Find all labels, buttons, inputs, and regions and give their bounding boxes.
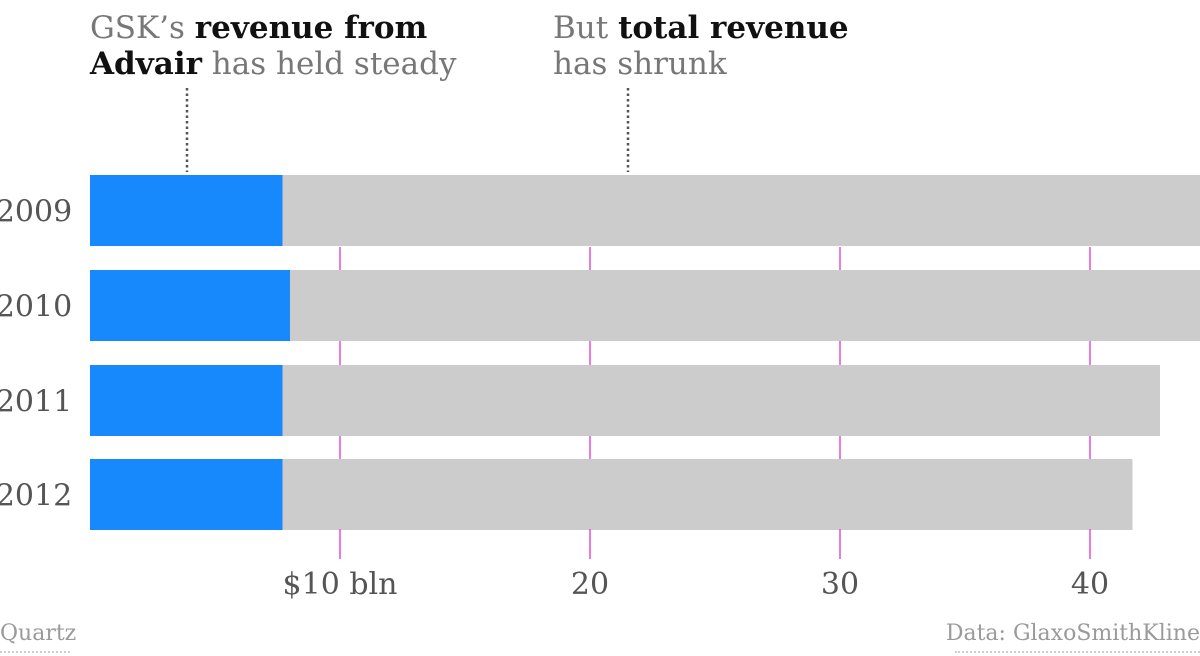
x-tick-label-10: $10 bln [283,567,398,602]
bar-total-2012 [282,459,1133,530]
annotation-total-post: has shrunk [553,46,727,82]
annotation-total: But total revenue has shrunk [553,10,849,82]
bar-advair-2012 [90,459,283,530]
grid-layer [339,247,1091,559]
source-left: Quartz [0,621,77,646]
bar-advair-2011 [90,365,283,436]
annotation-advair-bold2: Advair [90,46,202,82]
annotation-leaders [185,88,630,172]
footer-divider-right [955,651,1200,653]
annotation-advair-pre: GSK’s [90,10,195,46]
annotation-advair: GSK’s revenue from Advair has held stead… [90,10,456,82]
bars-layer [90,175,1200,530]
year-label-2009: 2009 [0,195,72,230]
bar-total-2010 [290,270,1200,341]
bar-advair-2010 [90,270,290,341]
footer-divider-left [0,651,70,653]
annotation-advair-bold: revenue from [194,10,428,46]
x-axis-ticks: $10 bln 20 30 40 [283,567,1110,602]
annotation-total-pre: But [553,10,619,46]
x-tick-label-40: 40 [1071,567,1109,602]
annotation-total-bold: total revenue [618,10,849,46]
x-tick-label-20: 20 [571,567,609,602]
bar-advair-2009 [90,175,283,246]
year-label-2010: 2010 [0,290,72,325]
x-tick-label-30: 30 [821,567,859,602]
source-right: Data: GlaxoSmithKline [945,621,1200,646]
bar-total-2009 [282,175,1200,246]
bar-total-2011 [282,365,1160,436]
year-labels: 2009 2010 2011 2012 [0,195,72,514]
year-label-2012: 2012 [0,479,72,514]
annotation-advair-post: has held steady [201,46,457,82]
year-label-2011: 2011 [0,385,72,420]
